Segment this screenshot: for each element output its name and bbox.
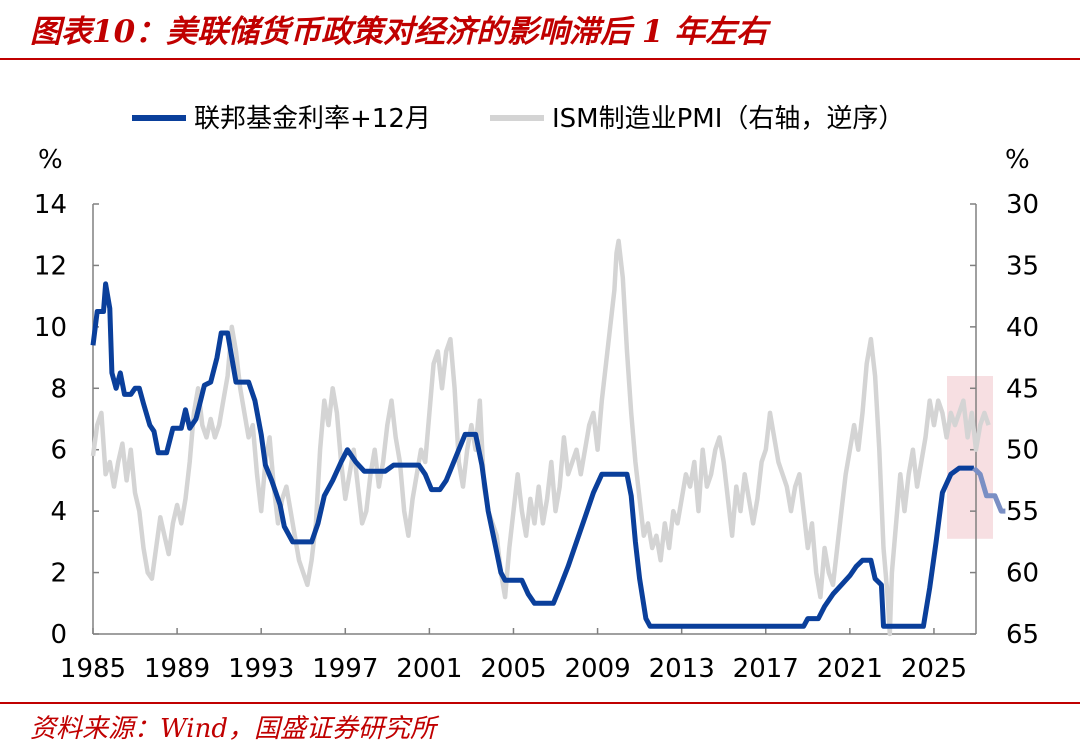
chart: 联邦基金利率+12月 ISM制造业PMI（右轴，逆序） % % 14 12 10 8 6… — [34, 104, 1039, 684]
x-tick-label: 2001 — [396, 654, 462, 684]
title-rule — [0, 58, 1080, 60]
series-ism-pmi-line — [90, 238, 991, 637]
series-fed-funds-line — [90, 281, 974, 629]
tick-labels: 14 12 10 8 6 4 2 0 30 35 40 45 50 55 60 65 1985 1989 1993 1… — [34, 190, 1039, 684]
highlight-region — [947, 376, 993, 539]
right-tick-label: 45 — [1006, 374, 1039, 404]
x-tick-label: 2005 — [480, 654, 546, 684]
right-tick-label: 60 — [1006, 559, 1039, 589]
x-tick-label: 1985 — [60, 654, 126, 684]
right-tick-label: 65 — [1006, 620, 1039, 650]
x-tick-label: 2021 — [817, 654, 883, 684]
left-axis-unit: % — [38, 145, 63, 175]
right-tick-label: 30 — [1006, 190, 1039, 220]
x-tick-label: 2009 — [564, 654, 630, 684]
left-tick-label: 6 — [50, 436, 67, 466]
right-tick-label: 55 — [1006, 497, 1039, 527]
source-note: 资料来源：Wind，国盛证券研究所 — [30, 714, 436, 744]
left-tick-label: 14 — [34, 190, 67, 220]
right-tick-label: 40 — [1006, 313, 1039, 343]
x-tick-label: 1989 — [144, 654, 210, 684]
x-tick-label: 2025 — [901, 654, 967, 684]
right-tick-label: 35 — [1006, 251, 1039, 281]
legend-label-fed-funds: 联邦基金利率+12月 — [194, 104, 431, 134]
left-tick-label: 2 — [50, 559, 67, 589]
x-tick-label: 2013 — [649, 654, 715, 684]
left-tick-label: 10 — [34, 313, 67, 343]
axes — [92, 203, 977, 635]
left-tick-label: 0 — [50, 620, 67, 650]
x-tick-label: 1993 — [228, 654, 294, 684]
series-lines — [90, 238, 1006, 637]
chart-title: 图表10：美联储货币政策对经济的影响滞后 1 年左右 — [30, 14, 768, 50]
series-fed-funds-forecast-line — [972, 466, 1006, 514]
left-tick-label: 8 — [50, 374, 67, 404]
legend-label-ism-pmi: ISM制造业PMI（右轴，逆序） — [552, 104, 904, 134]
right-axis-unit: % — [1005, 145, 1030, 175]
right-tick-label: 50 — [1006, 436, 1039, 466]
footer-rule — [0, 702, 1080, 704]
left-tick-label: 4 — [50, 497, 67, 527]
left-tick-label: 12 — [34, 251, 67, 281]
x-tick-label: 2017 — [733, 654, 799, 684]
x-tick-label: 1997 — [312, 654, 378, 684]
